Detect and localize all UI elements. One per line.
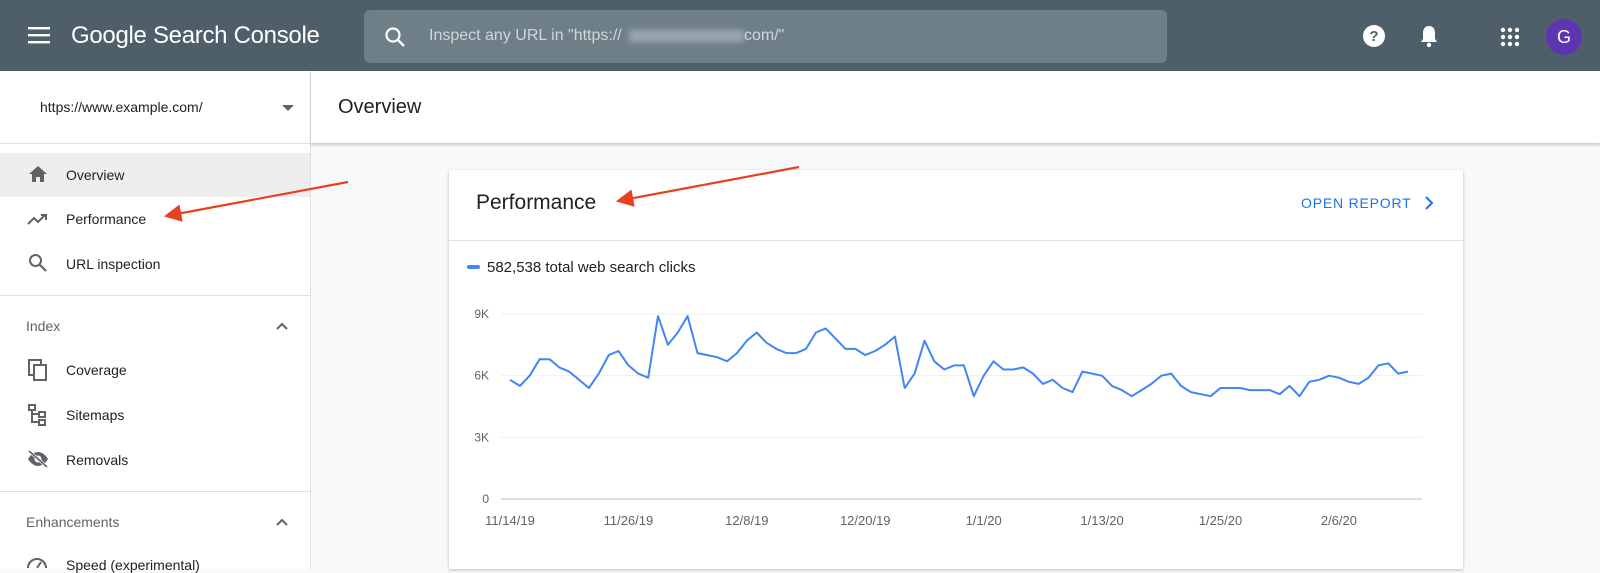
nav-item[interactable]: URL inspection — [66, 256, 161, 272]
coverage-icon — [28, 359, 47, 381]
search-placeholder-suffix: com/" — [744, 27, 785, 44]
x-tick-label: 11/26/19 — [604, 513, 654, 528]
search-box[interactable]: Inspect any URL in "https:// com/" — [364, 10, 1167, 63]
removals-icon — [28, 450, 48, 468]
trend-icon — [27, 214, 47, 225]
x-tick-label: 2/6/20 — [1321, 513, 1357, 528]
help-icon[interactable]: ? — [1362, 24, 1386, 48]
menu-icon[interactable] — [28, 26, 50, 44]
nav-item[interactable]: Sitemaps — [66, 407, 125, 423]
chevron-icon[interactable] — [1424, 196, 1434, 210]
divider — [0, 491, 310, 492]
data-line — [509, 315, 1409, 398]
y-tick-label: 9K — [474, 307, 489, 321]
nav-item[interactable]: Speed (experimental) — [66, 557, 200, 573]
apps-icon[interactable] — [1500, 27, 1520, 47]
notifications-icon[interactable] — [1418, 24, 1440, 48]
section-title[interactable]: Index — [26, 318, 61, 334]
x-tick-label: 1/1/20 — [966, 513, 1002, 528]
y-tick-label: 0 — [482, 492, 489, 506]
divider — [0, 143, 310, 144]
search-icon — [29, 254, 47, 272]
legend-label: 582,538 total web search clicks — [487, 259, 695, 276]
dropdown-icon[interactable] — [282, 105, 294, 112]
blurred-domain — [629, 30, 744, 42]
open-report-link[interactable]: OPEN REPORT — [1301, 195, 1412, 211]
section-title[interactable]: Enhancements — [26, 514, 120, 530]
legend-swatch — [467, 265, 480, 269]
x-tick-label: 12/20/19 — [840, 513, 891, 528]
x-tick-label: 11/14/19 — [485, 513, 535, 528]
y-tick-label: 6K — [474, 369, 489, 383]
svg-text:?: ? — [1369, 28, 1378, 45]
divider — [449, 240, 1463, 241]
property-selector[interactable]: https://www.example.com/ — [40, 99, 203, 115]
performance-card: Performance OPEN REPORT 0 3K 6K 9K 11/14/19 1… — [449, 170, 1463, 569]
nav-item[interactable]: Coverage — [66, 362, 127, 378]
nav-item[interactable]: Performance — [66, 211, 147, 227]
collapse-icon[interactable] — [276, 518, 288, 526]
sitemaps-icon — [28, 404, 46, 426]
nav-item[interactable]: Overview — [66, 167, 125, 183]
y-tick-label: 3K — [474, 430, 489, 444]
speed-icon — [27, 558, 47, 569]
page-title: Overview — [338, 96, 422, 118]
x-tick-label: 1/25/20 — [1199, 513, 1242, 528]
nav-item[interactable]: Removals — [66, 452, 129, 468]
divider — [0, 295, 310, 296]
search-placeholder: Inspect any URL in "https:// — [429, 27, 622, 44]
search-icon — [385, 27, 405, 47]
home-icon — [29, 166, 47, 182]
chart: 0 3K 6K 9K 11/14/19 11/26/19 12/8/19 12/20/19 1/… — [467, 259, 1422, 528]
x-tick-label: 12/8/19 — [725, 513, 768, 528]
x-tick-label: 1/13/20 — [1080, 513, 1123, 528]
card-title: Performance — [476, 191, 597, 214]
page-header: Overview — [311, 71, 1600, 143]
collapse-icon[interactable] — [276, 322, 288, 330]
product-name[interactable]: Google Search Console — [71, 22, 320, 49]
avatar[interactable]: G — [1546, 19, 1582, 55]
top-bar: Google Search Console Inspect any URL in… — [0, 0, 1600, 71]
sidebar: https://www.example.com/ Overview Perfor… — [0, 71, 311, 573]
